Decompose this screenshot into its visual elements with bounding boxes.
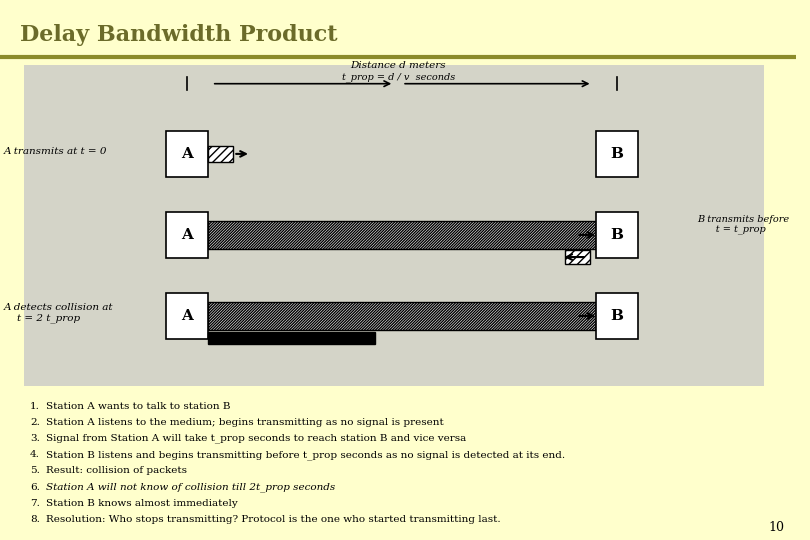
Bar [208,221,596,249]
Text: 1.: 1. [30,402,40,410]
Text: A: A [181,147,193,161]
Text: 2.: 2. [30,418,40,427]
Text: A transmits at t = 0: A transmits at t = 0 [4,147,108,156]
Text: 4.: 4. [30,450,40,459]
Text: B: B [611,309,624,323]
Text: Distance d meters: Distance d meters [351,62,446,70]
Text: 5.: 5. [30,467,40,475]
Text: A: A [181,228,193,242]
Bar [208,146,233,162]
Text: 7.: 7. [30,499,40,508]
Bar [596,293,637,339]
Text: 6.: 6. [30,483,40,491]
Text: A detects collision at
    t = 2 t_prop: A detects collision at t = 2 t_prop [4,303,113,323]
Bar [565,250,590,264]
Bar [23,65,765,386]
Text: B transmits before
      t = t_prop: B transmits before t = t_prop [697,215,789,235]
Text: Station A will not know of collision till 2t_prop seconds: Station A will not know of collision til… [46,482,335,492]
Bar [596,131,637,177]
Bar [166,293,208,339]
Text: B: B [611,147,624,161]
Text: B: B [611,228,624,242]
Bar [166,212,208,258]
Bar [166,131,208,177]
Text: A: A [181,309,193,323]
Text: Result: collision of packets: Result: collision of packets [46,467,187,475]
Text: Delay Bandwidth Product: Delay Bandwidth Product [20,24,338,46]
Text: Station B listens and begins transmitting before t_prop seconds as no signal is : Station B listens and begins transmittin… [46,450,565,460]
Text: t_prop = d / v  seconds: t_prop = d / v seconds [342,72,454,82]
Text: Station B knows almost immediately: Station B knows almost immediately [46,499,238,508]
Text: Signal from Station A will take t_prop seconds to reach station B and vice versa: Signal from Station A will take t_prop s… [46,434,467,443]
Bar [596,212,637,258]
Text: 10: 10 [769,521,784,534]
Text: Resolution: Who stops transmitting? Protocol is the one who started transmitting: Resolution: Who stops transmitting? Prot… [46,515,501,524]
Text: Station A wants to talk to station B: Station A wants to talk to station B [46,402,231,410]
Text: 3.: 3. [30,434,40,443]
Text: Station A listens to the medium; begins transmitting as no signal is present: Station A listens to the medium; begins … [46,418,444,427]
Bar [208,302,596,330]
Text: 8.: 8. [30,515,40,524]
Bar [208,332,375,344]
